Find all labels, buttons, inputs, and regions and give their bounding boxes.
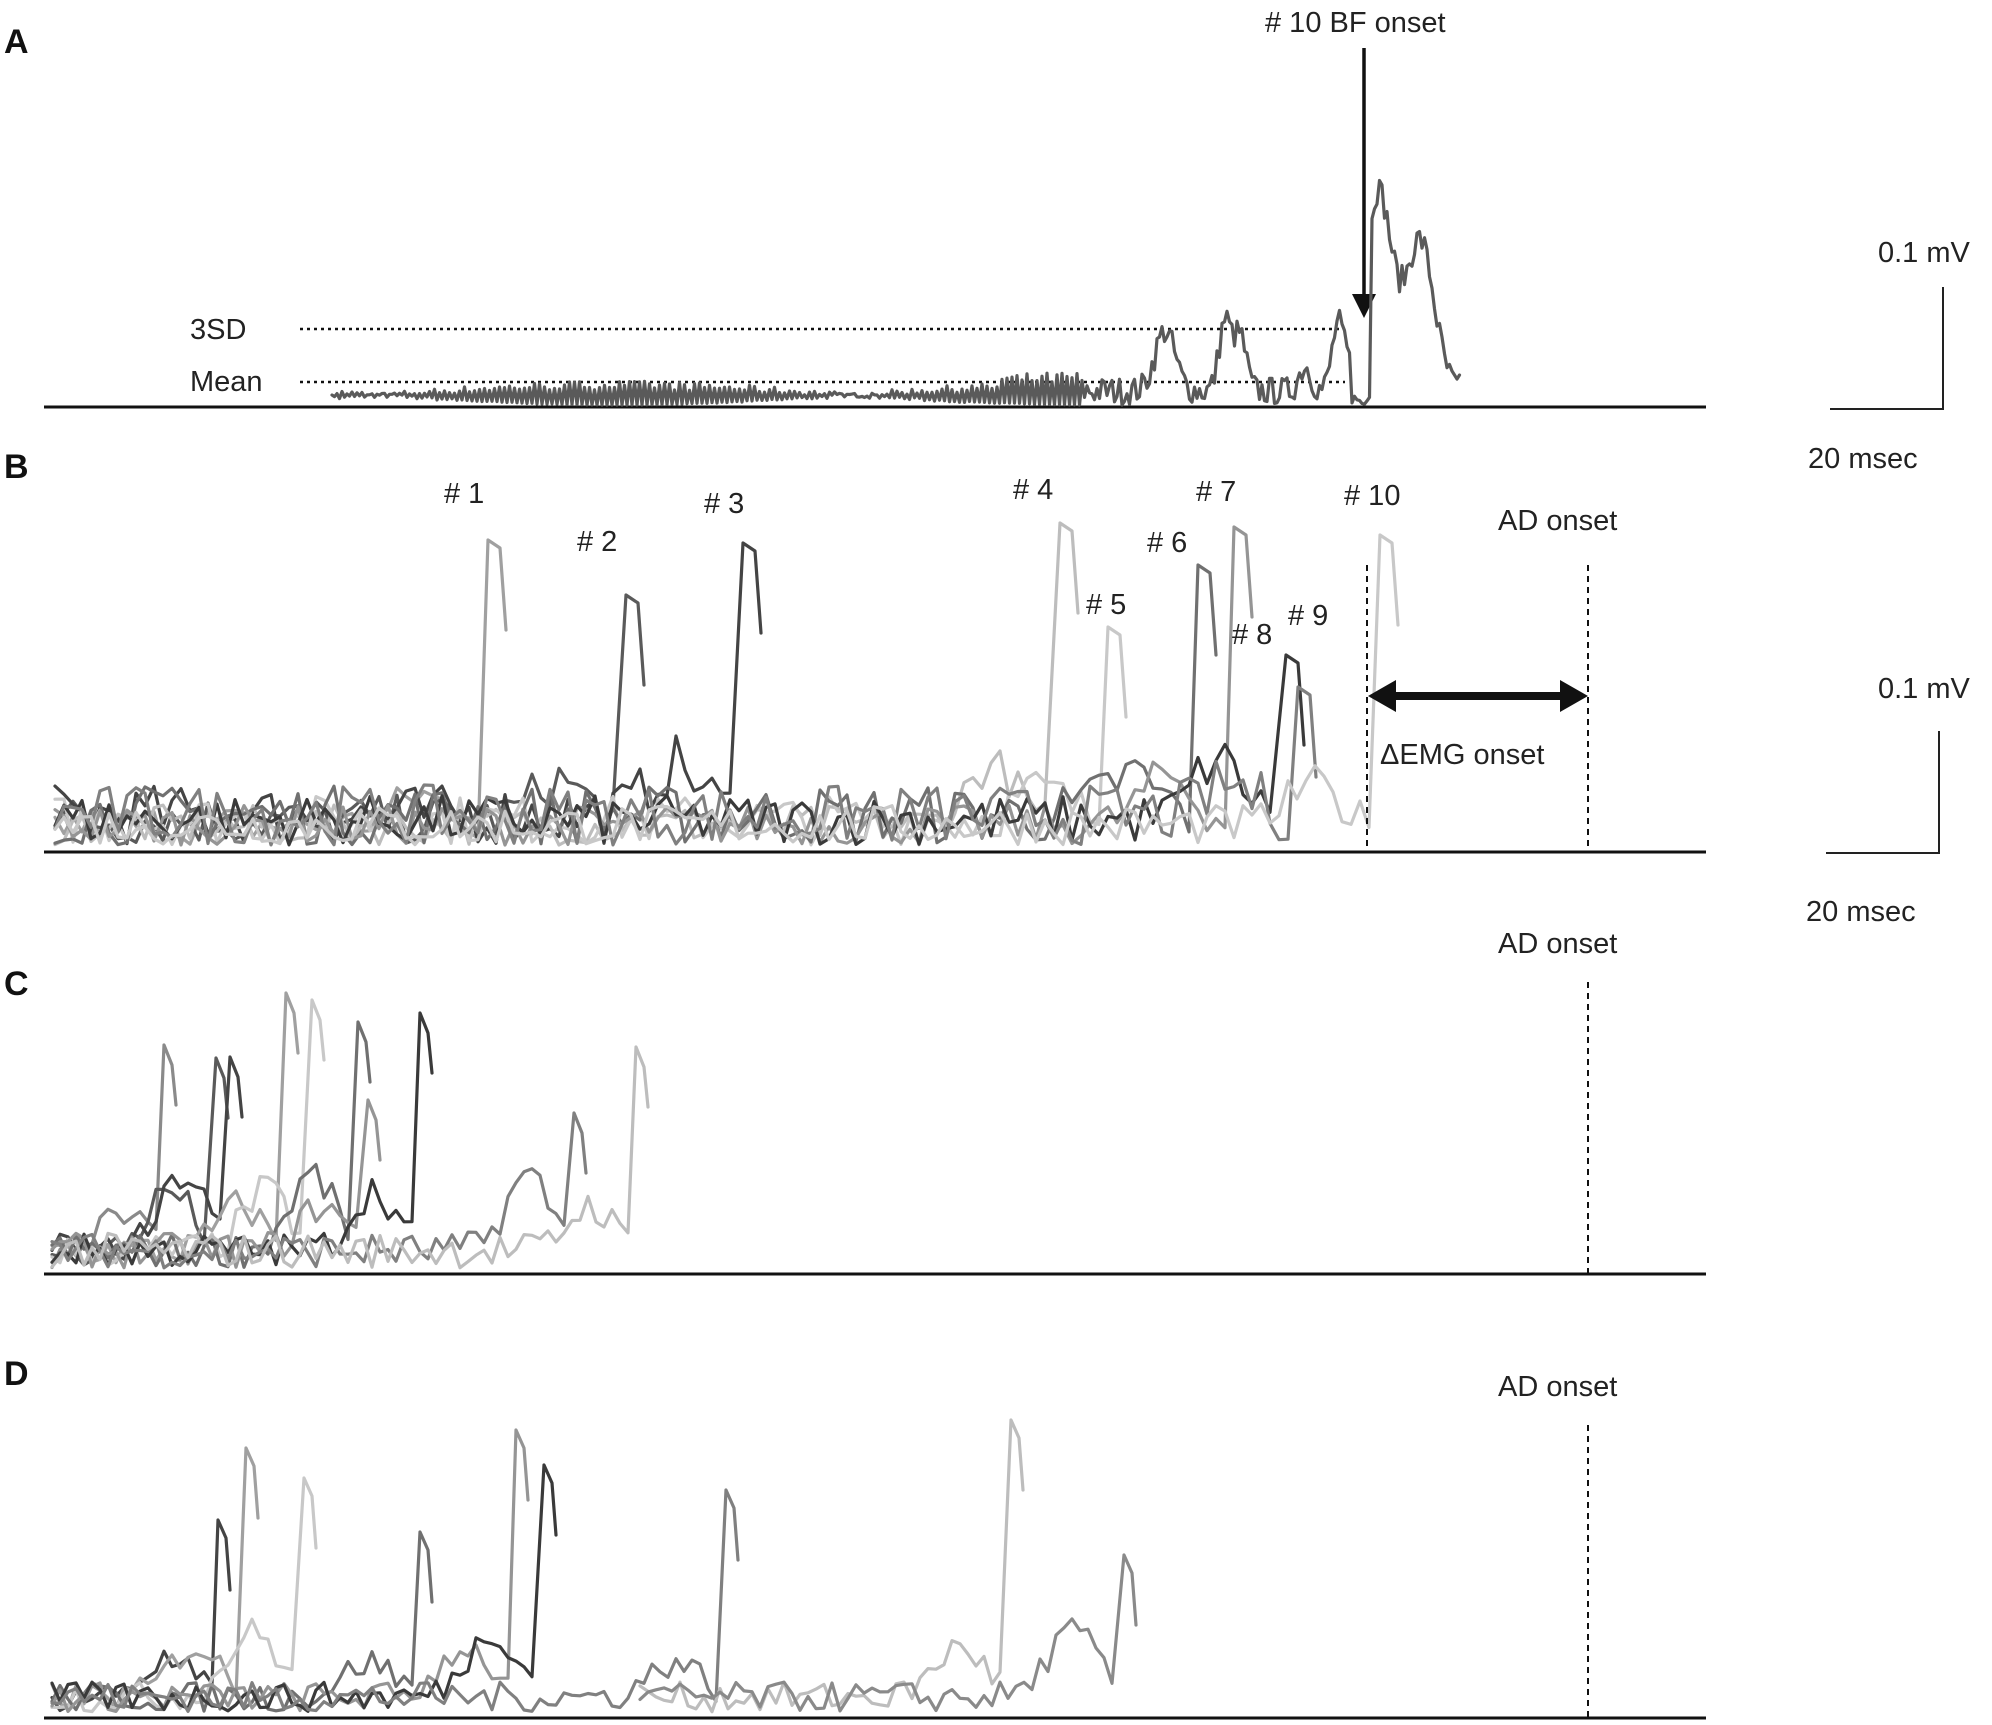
panel-letter-a: A bbox=[4, 23, 29, 61]
panel-d-trace bbox=[50, 1428, 530, 1713]
panel-c-trace bbox=[50, 1045, 650, 1270]
trace-trial-6 bbox=[53, 563, 1218, 847]
trial-label-2: # 2 bbox=[577, 526, 617, 558]
trial-label-6: # 6 bbox=[1147, 527, 1187, 559]
trial-label-9: # 9 bbox=[1288, 600, 1328, 632]
panel-c-traces bbox=[50, 991, 650, 1270]
scale-amplitude-a: 0.1 mV bbox=[1878, 237, 1971, 269]
scale-bar-a: 0.1 mV 20 msec bbox=[1808, 237, 1971, 475]
trial-label-7: # 7 bbox=[1196, 476, 1236, 508]
panel-c-trace bbox=[50, 1011, 434, 1267]
mean-label: Mean bbox=[190, 366, 263, 398]
threshold-label: 3SD bbox=[190, 314, 246, 346]
trial-label-1: # 1 bbox=[444, 478, 484, 510]
panel-b-traces bbox=[53, 521, 1400, 847]
trace-trial-9 bbox=[53, 685, 1318, 847]
trial-label-10: # 10 bbox=[1344, 480, 1400, 512]
panel-letter-b: B bbox=[4, 448, 29, 486]
panel-d-traces bbox=[50, 1418, 1138, 1714]
panel-c: C AD onset bbox=[4, 928, 1706, 1276]
scale-bar-b: 0.1 mV 20 msec bbox=[1806, 673, 1971, 928]
trial-label-3: # 3 bbox=[704, 488, 744, 520]
bf-onset-annotation: # 10 BF onset bbox=[1265, 7, 1446, 39]
panel-letter-c: C bbox=[4, 965, 29, 1003]
panel-d-trace bbox=[50, 1488, 740, 1713]
panel-d-trace bbox=[638, 1418, 1025, 1714]
delta-emg-label: ΔEMG onset bbox=[1380, 739, 1544, 771]
delta-emg-arrowhead-left bbox=[1368, 680, 1396, 712]
trace-trial-7 bbox=[53, 525, 1254, 847]
panel-c-trace bbox=[50, 991, 300, 1265]
scale-time-a: 20 msec bbox=[1808, 443, 1918, 475]
scale-bar-lines-a bbox=[1830, 287, 1944, 410]
panel-d: D AD onset bbox=[4, 1355, 1706, 1720]
trial-label-5: # 5 bbox=[1086, 589, 1126, 621]
trace-trial-3 bbox=[53, 541, 763, 846]
panel-d-trace bbox=[50, 1530, 434, 1713]
panel-letter-d: D bbox=[4, 1355, 29, 1393]
trial-label-4: # 4 bbox=[1013, 474, 1053, 506]
trial-label-8: # 8 bbox=[1232, 619, 1272, 651]
trace-trial-1 bbox=[53, 538, 508, 846]
panel-d-trace bbox=[638, 1553, 1138, 1713]
trace-trial-8 bbox=[53, 653, 1306, 847]
panel-b: B # 1 # 2 # 3 # 4 # 5 # 6 # 7 # 8 # 9 # 10 AD ons… bbox=[4, 448, 1706, 854]
scale-time-b: 20 msec bbox=[1806, 896, 1916, 928]
trace-trial-10 bbox=[53, 533, 1400, 847]
ad-onset-label-d: AD onset bbox=[1498, 1371, 1617, 1403]
delta-emg-arrowhead-right bbox=[1560, 680, 1588, 712]
scale-amplitude-b: 0.1 mV bbox=[1878, 673, 1971, 705]
panel-d-trace bbox=[50, 1463, 558, 1713]
panel-b-trial-labels: # 1 # 2 # 3 # 4 # 5 # 6 # 7 # 8 # 9 # 10 bbox=[444, 474, 1400, 651]
ad-onset-label-c: AD onset bbox=[1498, 928, 1617, 960]
ad-onset-label-b: AD onset bbox=[1498, 505, 1617, 537]
panel-a-emg-trace bbox=[330, 178, 1462, 407]
scale-bar-lines-b bbox=[1826, 731, 1940, 854]
panel-a: A 3SD Mean # 10 BF onset bbox=[4, 7, 1706, 409]
panel-d-trace bbox=[50, 1476, 318, 1714]
